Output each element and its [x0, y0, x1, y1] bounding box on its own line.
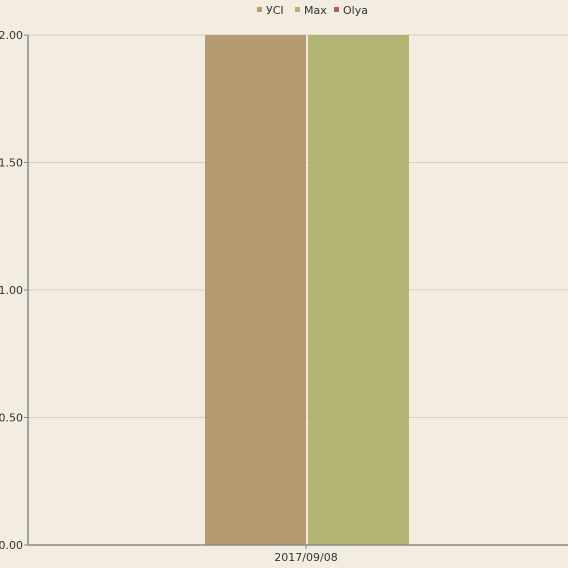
y-tick-label: 1.50: [0, 157, 23, 170]
legend-label[interactable]: Max: [304, 4, 327, 17]
x-tick-label: 2017/09/08: [274, 551, 337, 564]
y-tick-label: 0.50: [0, 412, 23, 425]
bar-усі[interactable]: [205, 35, 306, 545]
y-tick-label: 1.00: [0, 284, 23, 297]
bars: [205, 35, 409, 545]
legend-swatch: [295, 7, 300, 12]
y-axis-ticks: 0.00 0.50 1.00 1.50 2.00: [0, 29, 28, 552]
bar-max[interactable]: [308, 35, 409, 545]
legend-swatch: [257, 7, 262, 12]
legend-swatch: [334, 7, 339, 12]
legend-label[interactable]: Olya: [343, 4, 368, 17]
y-tick-label: 2.00: [0, 29, 23, 42]
x-axis-ticks: 2017/09/08: [274, 545, 338, 564]
legend-label[interactable]: УСІ: [266, 4, 284, 17]
legend: УСІ Max Olya: [257, 4, 368, 17]
y-tick-label: 0.00: [0, 539, 23, 552]
